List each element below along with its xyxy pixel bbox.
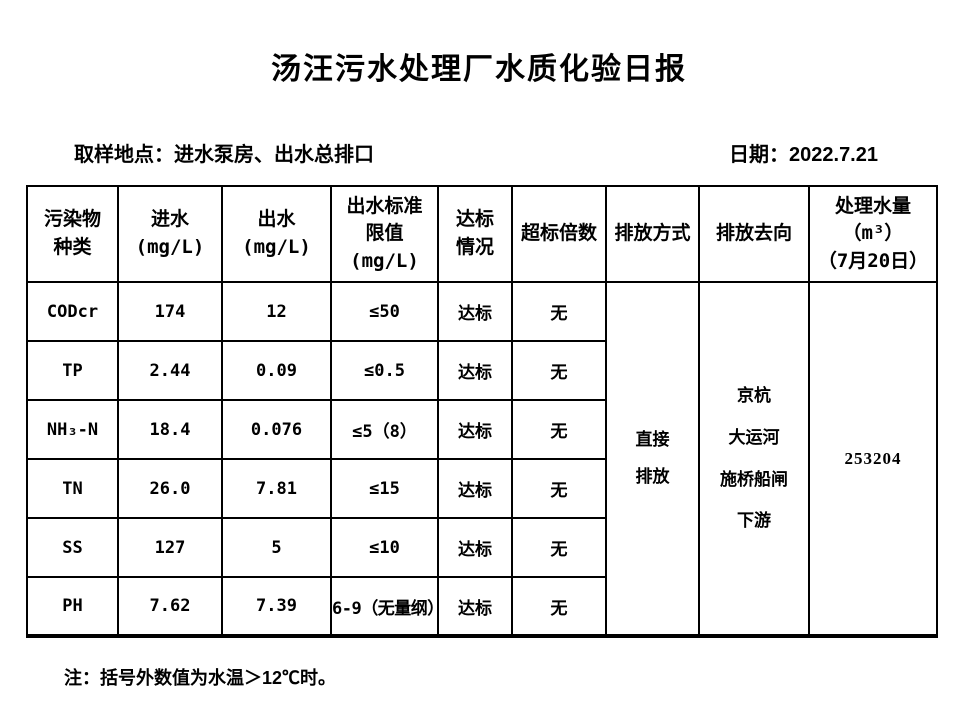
ss-status: 达标 (437, 517, 513, 578)
ph-status: 达标 (437, 576, 513, 637)
ph-limit: 6-9（无量纲） (330, 576, 439, 637)
tn-limit: ≤15 (330, 458, 439, 519)
ss-effluent: 5 (221, 517, 332, 578)
nh3n-pollutant: NH₃-N (26, 399, 119, 460)
header-limit: 出水标准 限值 (mg/L) (330, 185, 439, 283)
discharge-method-cell: 直接 排放 (605, 281, 700, 637)
ph-exceed: 无 (511, 576, 607, 637)
tp-exceed: 无 (511, 340, 607, 401)
codcr-effluent: 12 (221, 281, 332, 342)
table-row-tn: TN 26.0 7.81 ≤15 达标 无 (26, 458, 937, 519)
header-effluent: 出水 (mg/L) (221, 185, 332, 283)
tp-pollutant: TP (26, 340, 119, 401)
water-quality-table: 污染物 种类 进水 (mg/L) 出水 (mg/L) 出水标准 限值 (mg/L… (26, 185, 938, 638)
codcr-limit: ≤50 (330, 281, 439, 342)
codcr-exceed: 无 (511, 281, 607, 342)
ss-influent: 127 (117, 517, 223, 578)
table-row-ss: SS 127 5 ≤10 达标 无 (26, 517, 937, 578)
tp-status: 达标 (437, 340, 513, 401)
ss-pollutant: SS (26, 517, 119, 578)
header-discharge-destination: 排放去向 (698, 185, 810, 283)
treated-volume-cell: 253204 (808, 281, 938, 637)
nh3n-effluent: 0.076 (221, 399, 332, 460)
tp-influent: 2.44 (117, 340, 223, 401)
sampling-location-label: 取样地点：进水泵房、出水总排口 (74, 144, 374, 166)
tp-limit: ≤0.5 (330, 340, 439, 401)
header-row: 污染物 种类 进水 (mg/L) 出水 (mg/L) 出水标准 限值 (mg/L… (26, 185, 938, 283)
discharge-destination-cell: 京杭 大运河 施桥船闸 下游 (698, 281, 810, 637)
page-title: 汤汪污水处理厂水质化验日报 (271, 53, 687, 86)
ph-pollutant: PH (26, 576, 119, 637)
codcr-influent: 174 (117, 281, 223, 342)
meta-row: 取样地点：进水泵房、出水总排口 日期：2022.7.21 (74, 138, 878, 167)
tn-exceed: 无 (511, 458, 607, 519)
table-row-tp: TP 2.44 0.09 ≤0.5 达标 无 (26, 340, 937, 401)
tp-effluent: 0.09 (221, 340, 332, 401)
nh3n-influent: 18.4 (117, 399, 223, 460)
header-status: 达标 情况 (437, 185, 513, 283)
report-date-label: 日期：2022.7.21 (729, 144, 878, 166)
table-row-codcr: CODcr 174 12 ≤50 达标 无 直接 排放 京杭 大运河 施桥船闸 … (26, 281, 938, 637)
nh3n-status: 达标 (437, 399, 513, 460)
table-row-nh3n: NH₃-N 18.4 0.076 ≤5（8） 达标 无 (26, 399, 937, 460)
nh3n-exceed: 无 (511, 399, 607, 460)
header-pollutant: 污染物 种类 (26, 185, 119, 283)
nh3n-limit: ≤5（8） (330, 399, 439, 460)
codcr-pollutant: CODcr (26, 281, 119, 342)
tn-pollutant: TN (26, 458, 119, 519)
ss-limit: ≤10 (330, 517, 439, 578)
header-exceed: 超标倍数 (511, 185, 607, 283)
ph-effluent: 7.39 (221, 576, 332, 637)
tn-influent: 26.0 (117, 458, 223, 519)
ss-exceed: 无 (511, 517, 607, 578)
header-treated-volume: 处理水量 （m³） （7月20日） (808, 185, 938, 283)
header-influent: 进水 (mg/L) (117, 185, 223, 283)
tn-status: 达标 (437, 458, 513, 519)
codcr-status: 达标 (437, 281, 513, 342)
ph-influent: 7.62 (117, 576, 223, 637)
table-row-ph: PH 7.62 7.39 6-9（无量纲） 达标 无 (26, 576, 937, 637)
footnote: 注：括号外数值为水温＞12℃时。 (64, 668, 337, 688)
header-discharge-method: 排放方式 (605, 185, 700, 283)
tn-effluent: 7.81 (221, 458, 332, 519)
